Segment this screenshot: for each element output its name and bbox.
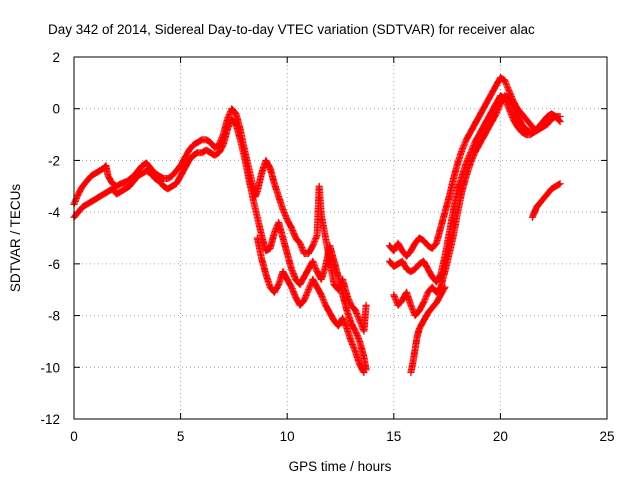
chart-title: Day 342 of 2014, Sidereal Day-to-day VTE… (48, 22, 535, 37)
data-trace (386, 74, 563, 259)
data-trace (407, 284, 448, 375)
y-tick-label: -6 (48, 257, 60, 272)
x-tick-label: 0 (70, 429, 78, 444)
x-axis-label: GPS time / hours (289, 459, 392, 474)
y-tick-label: -10 (40, 360, 60, 375)
data-points (70, 74, 564, 376)
data-trace (254, 236, 367, 375)
x-tick-label: 25 (599, 429, 614, 444)
data-trace (529, 180, 563, 220)
x-tick-label: 5 (177, 429, 185, 444)
data-trace (390, 92, 542, 318)
y-tick-label: -4 (48, 205, 60, 220)
y-tick-label: 2 (52, 50, 60, 65)
plot-frame (73, 56, 608, 420)
x-tick-label: 10 (280, 429, 295, 444)
data-trace (71, 116, 370, 372)
x-tick-label: 15 (386, 429, 401, 444)
data-trace (386, 92, 563, 285)
y-tick-label: 0 (52, 102, 60, 117)
x-tick-label: 20 (493, 429, 508, 444)
y-tick-label: -8 (48, 309, 60, 324)
y-axis-label: SDTVAR / TECUs (8, 184, 23, 293)
y-tick-label: -2 (48, 153, 60, 168)
y-tick-label: -12 (40, 412, 60, 427)
grid-lines (74, 57, 607, 419)
